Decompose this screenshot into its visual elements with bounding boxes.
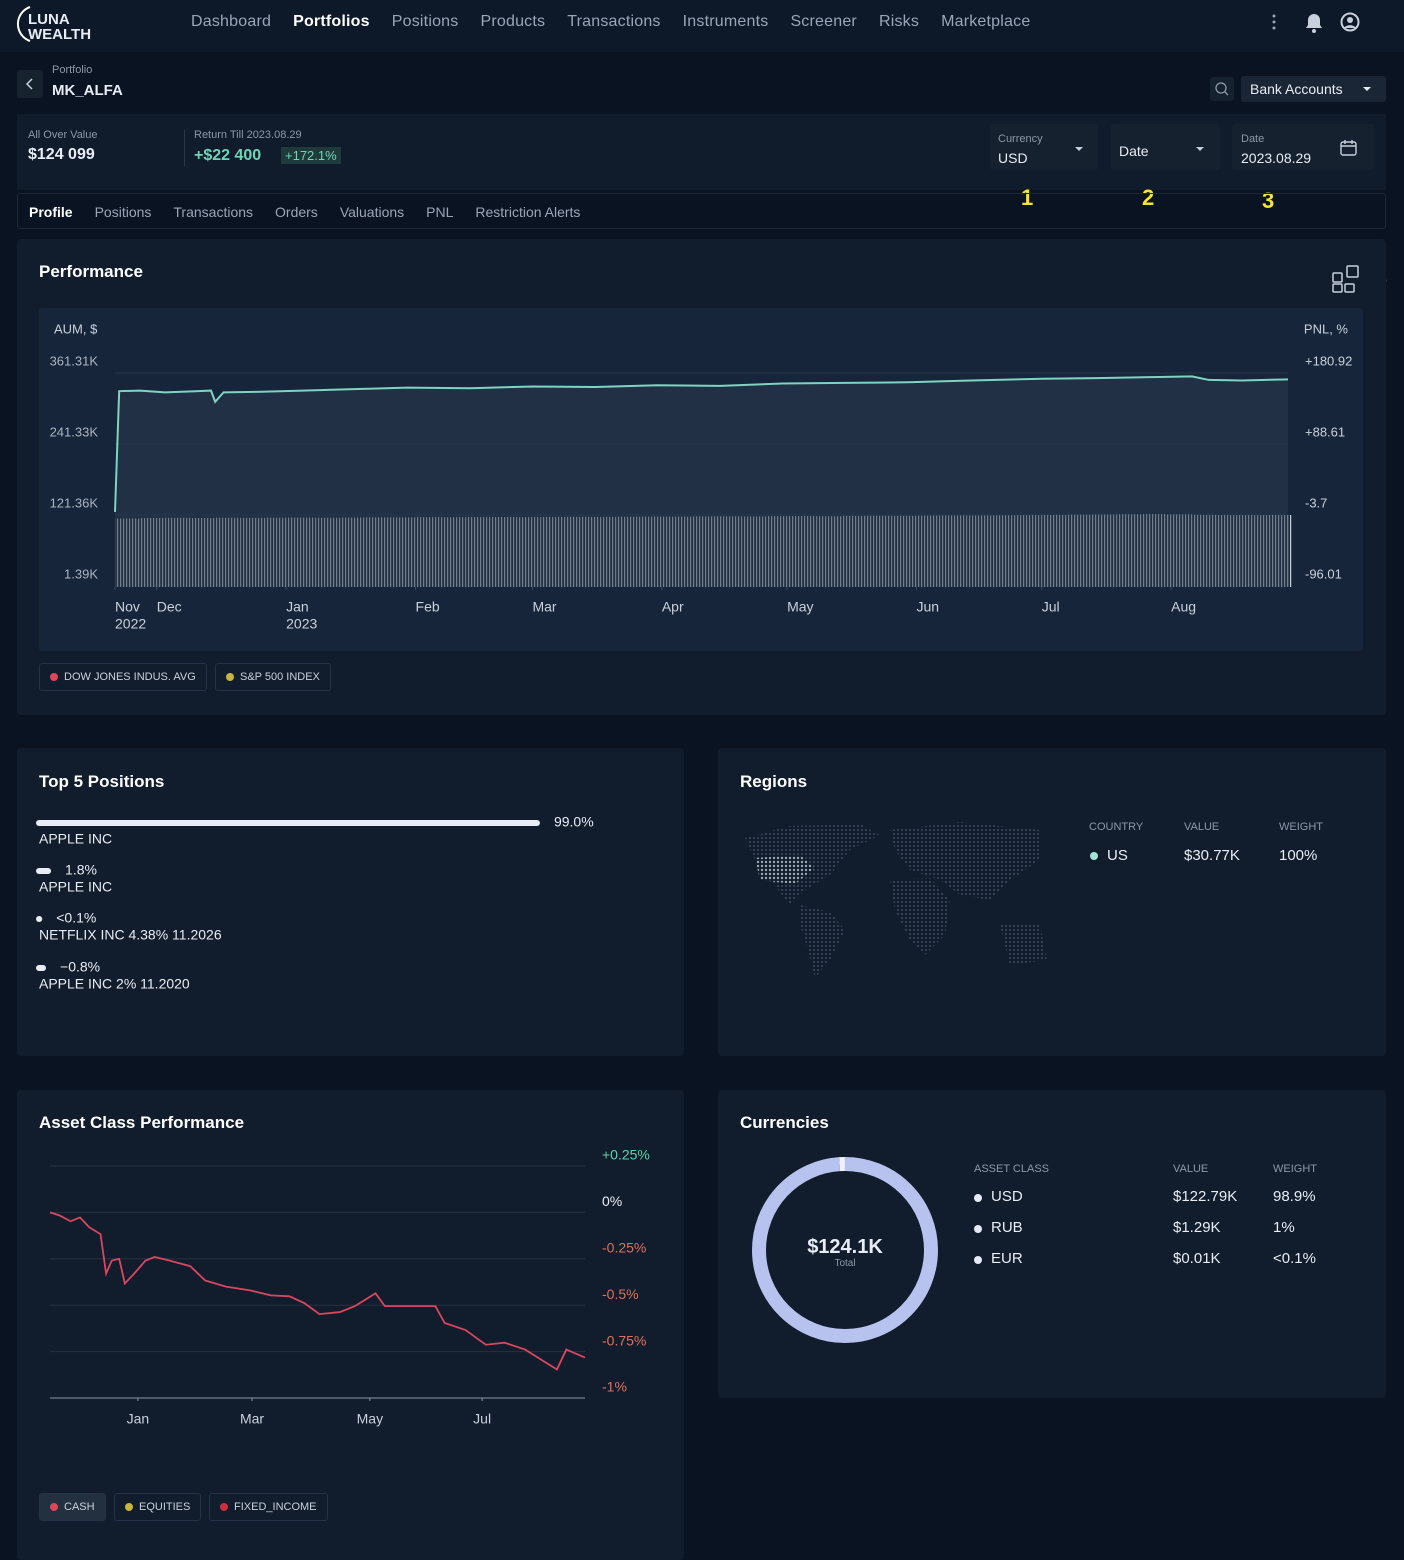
nav-item[interactable]: Positions [391, 13, 459, 30]
legend-label: EQUITIES [139, 1501, 191, 1513]
chart-area [39, 308, 1363, 651]
marker: 1 [1021, 185, 1034, 210]
select-label: Date [1241, 133, 1265, 145]
column-header: ASSET CLASS [974, 1163, 1049, 1175]
column-header: COUNTRY [1089, 821, 1144, 833]
nav-items: Dashboard Portfolios Positions Products Tran… [191, 13, 1030, 31]
cell: USD [991, 1188, 1023, 1205]
legend-item[interactable]: EQUITIES [114, 1493, 202, 1521]
cell: 1% [1273, 1219, 1295, 1236]
search-button[interactable] [1210, 77, 1234, 101]
tab-items: Profile Positions Transactions Orders Valuat… [29, 204, 580, 220]
select-label: Currency [998, 133, 1043, 145]
legend-dot [974, 1256, 982, 1264]
nav-item[interactable]: Products [480, 13, 546, 30]
tab[interactable]: Orders [275, 204, 318, 220]
nav-item[interactable]: Screener [790, 13, 857, 30]
summary-label: Return Till 2023.08.29 [194, 129, 302, 141]
tab[interactable]: Transactions [173, 204, 254, 220]
legend-dot [974, 1194, 982, 1202]
legend-item[interactable]: DOW JONES INDUS. AVG [39, 663, 207, 691]
tab[interactable]: PNL [426, 204, 454, 220]
nav-icons [1272, 12, 1360, 33]
tab[interactable]: Profile [29, 204, 73, 220]
legend-dot [125, 1503, 133, 1511]
marker: 2 [1142, 185, 1155, 210]
tab[interactable]: Valuations [339, 204, 405, 220]
dropdown-label: Bank Accounts [1250, 81, 1343, 97]
card-title: Performance [39, 262, 143, 281]
nav-item[interactable]: Dashboard [191, 13, 272, 30]
tab[interactable]: Positions [94, 204, 152, 220]
regions-card [718, 748, 1386, 1056]
legend-dot [226, 673, 234, 681]
legend-dot [974, 1225, 982, 1233]
card-title: Top 5 Positions [39, 772, 165, 791]
cell: $1.29K [1173, 1219, 1221, 1236]
breadcrumb: Portfolio [52, 64, 93, 76]
nav-item[interactable]: Instruments [682, 13, 769, 30]
donut-total-label: Total [834, 1258, 856, 1269]
marker: 3 [1262, 188, 1275, 213]
select-value: Date [1119, 143, 1149, 159]
asset-class-card [17, 1090, 684, 1560]
legend-label: CASH [64, 1501, 95, 1513]
date-picker[interactable]: Date 2023.08.29 [1232, 124, 1374, 170]
legend-item[interactable]: S&P 500 INDEX [215, 663, 331, 691]
layout-toggle[interactable] [1331, 264, 1361, 294]
top-positions-card [17, 748, 684, 1056]
column-header: WEIGHT [1279, 821, 1323, 833]
divider [184, 130, 185, 166]
cell: US [1107, 847, 1128, 864]
legend-dot [220, 1503, 228, 1511]
tab[interactable]: Restriction Alerts [475, 204, 581, 220]
cell: $30.77K [1184, 847, 1240, 864]
nav-item[interactable]: Marketplace [941, 13, 1031, 30]
portfolio-title: MK_ALFA [52, 82, 123, 99]
top-nav: LUNA WEALTH Dashboard Portfolios Positions… [0, 0, 1404, 52]
cell: RUB [991, 1219, 1023, 1236]
column-header: VALUE [1184, 821, 1220, 833]
return-value: +$22 400 [194, 147, 262, 164]
logo-text: WEALTH [28, 26, 92, 43]
cell: $122.79K [1173, 1188, 1238, 1205]
back-button[interactable] [17, 70, 43, 98]
return-pill: +172.1% [281, 147, 341, 164]
legend-dot [50, 1503, 58, 1511]
legend-label: FIXED_INCOME [234, 1501, 317, 1513]
select-value: 2023.08.29 [1241, 150, 1312, 166]
nav-item[interactable]: Risks [878, 13, 920, 30]
column-header: WEIGHT [1273, 1163, 1317, 1175]
column-header: VALUE [1173, 1163, 1209, 1175]
legend-item[interactable]: FIXED_INCOME [209, 1493, 328, 1521]
donut-total: $124.1K [807, 1236, 883, 1258]
card-title: Asset Class Performance [39, 1113, 245, 1132]
nav-item[interactable]: Portfolios [293, 13, 370, 30]
cell: 100% [1279, 847, 1318, 864]
legend-label: S&P 500 INDEX [240, 671, 320, 683]
tabs: Profile Positions Transactions Orders Valuat… [17, 193, 1386, 229]
currency-select[interactable]: Currency USD [990, 124, 1098, 170]
cell: $0.01K [1173, 1250, 1221, 1267]
legend-dot [1090, 852, 1098, 860]
cell: <0.1% [1273, 1250, 1316, 1267]
legend-item[interactable]: CASH [39, 1493, 106, 1521]
summary-value: $124 099 [28, 146, 95, 163]
legend-dot [50, 673, 58, 681]
legend-label: DOW JONES INDUS. AVG [64, 671, 196, 683]
summary-label: All Over Value [28, 129, 98, 141]
card-title: Currencies [740, 1113, 829, 1132]
logo-arc [16, 6, 31, 42]
logo-text: LUNA [28, 11, 70, 28]
date-mode-select[interactable]: Date [1111, 124, 1220, 170]
cell: EUR [991, 1250, 1023, 1267]
select-value: USD [998, 150, 1028, 166]
card-title: Regions [740, 772, 808, 791]
nav-item[interactable]: Transactions [567, 13, 661, 30]
bank-accounts-dropdown[interactable]: Bank Accounts [1241, 76, 1386, 102]
cell: 98.9% [1273, 1188, 1316, 1205]
